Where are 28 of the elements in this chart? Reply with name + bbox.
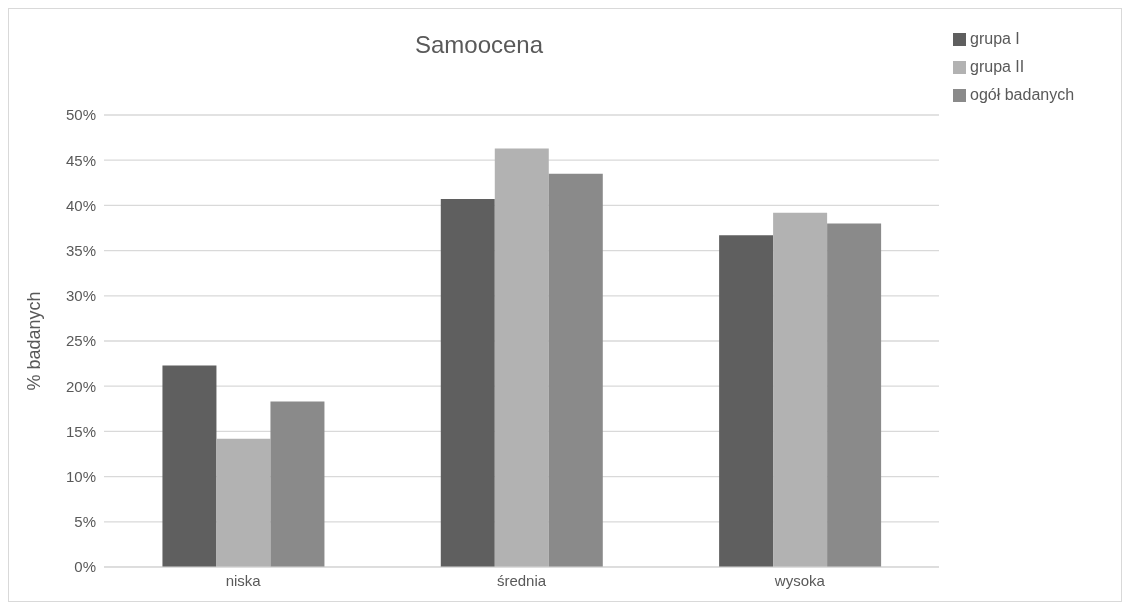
y-tick-label: 20% bbox=[65, 377, 96, 395]
bar bbox=[494, 148, 549, 567]
y-axis-title: % badanych bbox=[24, 291, 45, 391]
bar bbox=[270, 401, 325, 567]
y-tick-label: 45% bbox=[65, 151, 96, 169]
legend-label: grupa II bbox=[970, 58, 1025, 75]
bar bbox=[827, 223, 882, 567]
bar bbox=[440, 199, 495, 567]
y-tick-label: 35% bbox=[65, 241, 96, 259]
y-tick-label: 0% bbox=[74, 558, 96, 576]
y-tick-label: 15% bbox=[65, 422, 96, 440]
bar bbox=[548, 173, 603, 567]
y-tick-label: 30% bbox=[65, 287, 96, 305]
x-tick-label: wysoka bbox=[773, 571, 826, 589]
chart-title: Samoocena bbox=[413, 31, 545, 59]
bar bbox=[162, 365, 217, 567]
y-tick-label: 25% bbox=[65, 332, 96, 350]
bar bbox=[719, 235, 774, 567]
legend-label: ogół badanych bbox=[970, 86, 1075, 103]
bar bbox=[773, 212, 828, 567]
bar bbox=[216, 438, 271, 567]
y-tick-label: 10% bbox=[65, 467, 96, 485]
x-tick-label: średnia bbox=[496, 571, 547, 589]
y-tick-label: 5% bbox=[74, 513, 96, 531]
y-tick-label: 50% bbox=[65, 106, 96, 124]
legend-label: grupa I bbox=[970, 30, 1020, 47]
x-tick-label: niska bbox=[225, 571, 262, 589]
y-tick-label: 40% bbox=[65, 196, 96, 214]
